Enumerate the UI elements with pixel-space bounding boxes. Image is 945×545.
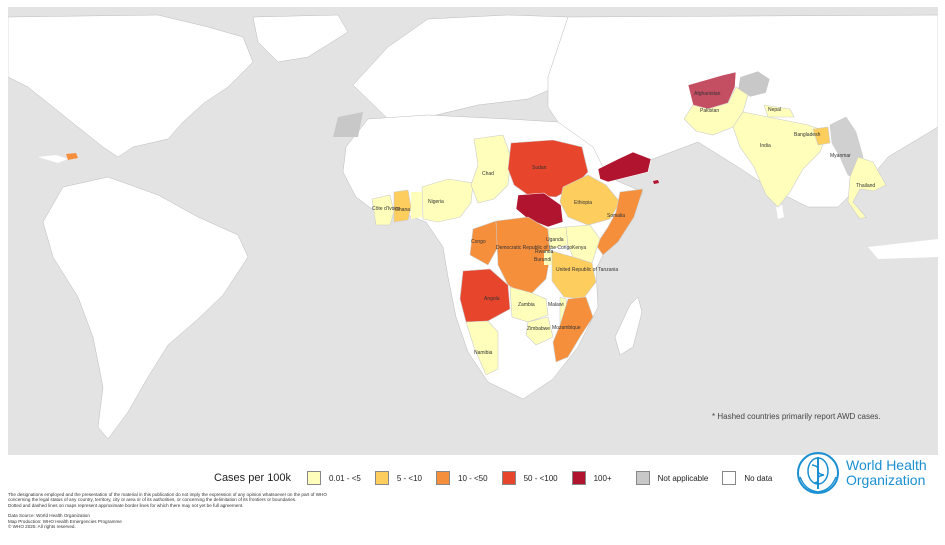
sri-lanka xyxy=(776,205,784,219)
who-logo: World Health Organization xyxy=(796,451,927,495)
world-map: Afghanistan Pakistan Nepal India Banglad… xyxy=(8,7,938,455)
credit-line: © WHO 2025. All rights reserved. xyxy=(8,524,76,530)
label-myanmar: Myanmar xyxy=(830,153,851,159)
label-nigeria: Nigeria xyxy=(428,199,444,205)
label-congo: Congo xyxy=(471,239,486,245)
who-wordmark: World Health Organization xyxy=(846,458,927,488)
legend-swatch xyxy=(374,471,389,485)
label-malawi: Malawi xyxy=(548,302,564,308)
country-mozambique xyxy=(552,296,594,363)
legend-item: Not applicable xyxy=(635,471,709,485)
legend-label: 100+ xyxy=(593,473,612,483)
legend-swatch xyxy=(571,471,586,485)
country-tanzania xyxy=(551,250,597,300)
legend-item: 50 - <100 xyxy=(501,471,558,485)
legend-item: 10 - <50 xyxy=(436,471,488,485)
legend-label: Not applicable xyxy=(657,473,709,483)
label-afghanistan: Afghanistan xyxy=(694,91,721,97)
legend-item: 0.01 - <5 xyxy=(307,471,361,485)
label-uganda: Uganda xyxy=(546,237,564,243)
credit-line: Data Source: World Health Organization xyxy=(8,513,90,519)
label-thailand: Thailand xyxy=(856,183,875,189)
label-pakistan: Pakistan xyxy=(700,108,719,114)
legend-swatch xyxy=(436,471,450,485)
legend-label: 50 - <100 xyxy=(523,473,558,483)
socotra xyxy=(653,180,659,184)
north-america xyxy=(8,14,254,158)
who-emblem-icon xyxy=(797,452,839,494)
hatch-footnote: * Hashed countries primarily report AWD … xyxy=(712,412,881,421)
south-america xyxy=(42,176,249,440)
who-name-line1: World Health xyxy=(846,457,927,473)
legend-label: 5 - <10 xyxy=(396,473,422,483)
country-cote-divoire xyxy=(371,194,395,226)
country-ethiopia xyxy=(559,174,621,226)
country-congo xyxy=(469,220,499,266)
label-chad: Chad xyxy=(482,171,494,177)
label-kenya: Kenya xyxy=(572,245,586,251)
label-namibia: Namibia xyxy=(474,350,493,356)
country-angola xyxy=(459,268,511,323)
greenland xyxy=(252,14,349,63)
disclaimer-line: concerning the legal status of any count… xyxy=(8,497,297,503)
label-rwanda: Rwanda xyxy=(535,249,554,255)
legend-item: 5 - <10 xyxy=(374,471,422,485)
label-mozambique: Mozambique xyxy=(552,325,581,331)
label-ethiopia: Ethiopia xyxy=(574,200,592,206)
legend-swatch xyxy=(501,471,516,485)
country-zimbabwe xyxy=(525,316,554,346)
legend-item: No data xyxy=(722,471,772,485)
disclaimer-line: Dotted and dashed lines on maps represen… xyxy=(8,502,244,508)
label-zimbabwe: Zimbabwe xyxy=(527,326,550,332)
label-nepal: Nepal xyxy=(768,107,781,113)
label-zambia: Zambia xyxy=(518,302,535,308)
legend-swatch xyxy=(307,471,322,485)
madagascar xyxy=(614,296,643,356)
country-chad xyxy=(470,134,512,204)
country-bangladesh xyxy=(812,126,831,146)
legend-swatch xyxy=(722,471,737,485)
label-tanzania: United Republic of Tanzania xyxy=(556,267,618,273)
legend-swatch xyxy=(635,471,650,485)
country-zambia xyxy=(509,286,549,323)
credit-line: Map Production: WHO Health Emergencies P… xyxy=(8,518,122,524)
caribbean-island xyxy=(38,155,68,163)
footnotes: The designations employed and the presen… xyxy=(8,492,478,529)
country-namibia xyxy=(465,320,499,376)
country-nigeria xyxy=(421,178,474,223)
legend-label: 0.01 - <5 xyxy=(329,473,361,483)
legend-title: Cases per 100k xyxy=(214,472,292,484)
country-nepal xyxy=(763,104,795,118)
label-drc: Democratic Republic of the Congo xyxy=(496,245,572,251)
legend-label: No data xyxy=(744,473,773,483)
label-ghana: Ghana xyxy=(395,207,410,213)
who-name-line2: Organization xyxy=(846,472,926,488)
country-yemen xyxy=(597,151,652,183)
legend-item: 100+ xyxy=(571,471,612,485)
country-haiti xyxy=(66,153,78,160)
country-thailand xyxy=(847,156,887,220)
label-cote-divoire: Côte d'Ivoire xyxy=(372,206,400,212)
disclaimer-line: The designations employed and the presen… xyxy=(8,492,327,497)
label-angola: Angola xyxy=(484,296,500,302)
country-rwanda-burundi xyxy=(544,251,552,265)
label-bangladesh: Bangladesh xyxy=(794,132,821,138)
western-sahara-na xyxy=(333,112,363,137)
country-drc xyxy=(495,216,551,298)
country-ghana xyxy=(393,189,412,223)
legend-label: 10 - <50 xyxy=(458,473,488,483)
country-togo-benin xyxy=(411,192,422,219)
indonesia-islands xyxy=(868,239,938,259)
legend: Cases per 100k 0.01 - <5 5 - <10 10 - <5… xyxy=(214,468,786,488)
country-somalia xyxy=(595,188,644,256)
label-somalia: Somalia xyxy=(607,213,625,219)
label-sudan: Sudan xyxy=(532,165,547,171)
label-burundi: Burundi xyxy=(534,257,551,263)
label-india: India xyxy=(760,143,771,149)
